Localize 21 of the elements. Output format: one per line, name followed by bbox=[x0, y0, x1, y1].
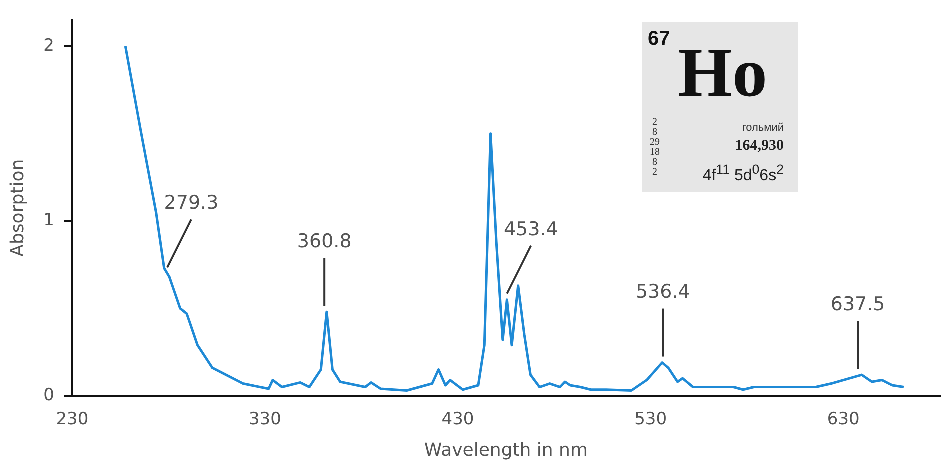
y-tick-label: 1 bbox=[44, 210, 54, 231]
x-tick-label: 630 bbox=[827, 410, 860, 430]
y-tick-label: 2 bbox=[44, 36, 54, 56]
x-tick-label: 430 bbox=[442, 410, 474, 430]
annotation: 67 bbox=[648, 28, 670, 51]
annotation: гольмий bbox=[742, 122, 784, 134]
x-tick-label: 330 bbox=[248, 410, 282, 430]
y-axis-title: Absorption bbox=[7, 159, 28, 257]
x-tick-label: 530 bbox=[634, 410, 668, 430]
annotation: 4f$^{11}$ 5d$^{0}$6s$^{2}$ bbox=[702, 162, 784, 186]
x-tick-label: 230 bbox=[56, 410, 89, 430]
annotation: 453.4 bbox=[504, 218, 558, 240]
annotation: 360.8 bbox=[297, 230, 352, 253]
annotation: 2 8 29 18 8 2 bbox=[650, 117, 660, 178]
annotation: 164,930 bbox=[735, 138, 784, 155]
annotation: 637.5 bbox=[830, 293, 886, 316]
y-tick-label: 0 bbox=[44, 385, 54, 406]
annotation: 536.4 bbox=[636, 281, 690, 304]
annotation: 279.3 bbox=[164, 192, 219, 214]
x-axis-title: Wavelength in nm bbox=[424, 440, 588, 461]
annotation: Ho bbox=[678, 34, 768, 114]
